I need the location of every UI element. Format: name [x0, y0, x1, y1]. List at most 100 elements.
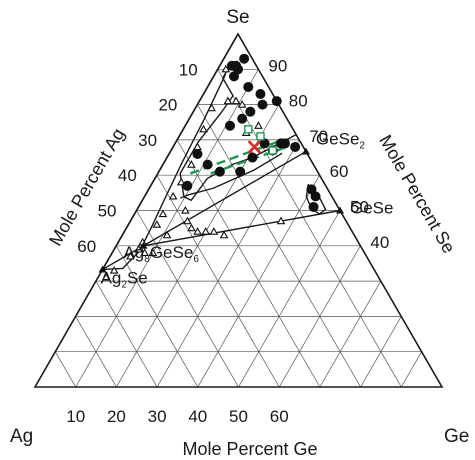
filled-circle-point: [279, 138, 290, 149]
open-triangle-point: [221, 64, 231, 73]
grid-line-ge: [400, 351, 422, 388]
filled-circle-point: [239, 53, 250, 64]
filled-circle-point: [259, 138, 270, 149]
compound-text: Ag: [101, 268, 122, 287]
open-triangle-point: [209, 227, 219, 235]
phase-boundary: [143, 209, 341, 247]
filled-circle-point: [224, 120, 235, 131]
axis-label-bottom: Mole Percent Ge: [182, 439, 317, 459]
open-triangle-point: [148, 248, 158, 256]
open-triangle-point: [158, 209, 168, 218]
filled-circle-point: [202, 159, 213, 170]
filled-circle-point: [228, 71, 239, 82]
open-triangle-point: [207, 103, 216, 112]
tick-label-ag: 20: [158, 96, 177, 115]
compound-label: GeSe: [350, 199, 393, 218]
open-triangle-point: [140, 248, 150, 256]
cross-stroke: [248, 140, 261, 154]
tick-label-ag: 60: [77, 237, 96, 256]
data-points: [101, 53, 321, 281]
tick-label-ag: 10: [179, 60, 198, 79]
grid-line-ag: [217, 69, 402, 388]
grid-line-ag: [95, 280, 158, 388]
tick-label-ag: 30: [138, 131, 157, 150]
tick-label-ge: 60: [270, 407, 289, 426]
grid-line-ge: [238, 210, 341, 388]
tick-label-se: 90: [268, 56, 287, 75]
compound-subscript: 2: [359, 141, 365, 152]
compound-marker: [336, 206, 344, 214]
compound-label: Ag8GeSe6: [123, 243, 199, 265]
open-triangle-point: [152, 220, 162, 228]
compound-marker: [301, 147, 310, 155]
filled-circle-point: [237, 113, 248, 124]
open-triangle-point: [199, 124, 208, 133]
filled-circle-point: [257, 99, 268, 110]
compound-subscript: 8: [144, 254, 150, 265]
open-triangle-point: [183, 216, 192, 225]
filled-circle-point: [290, 141, 301, 152]
tick-label-ge: 30: [148, 407, 167, 426]
phase-boundary: [179, 152, 283, 199]
grid-line-ge: [319, 280, 382, 388]
filled-circle-point: [310, 191, 321, 202]
open-triangle-point: [187, 223, 196, 232]
compound-marker: [139, 241, 148, 249]
tick-label-se: 70: [309, 127, 328, 146]
compound-text: GeSe: [350, 199, 393, 218]
open-triangle-point: [231, 96, 241, 105]
filled-circle-point: [255, 89, 266, 100]
open-triangle-point: [180, 205, 190, 214]
open-square-point: [244, 125, 253, 134]
filled-circle-point: [271, 96, 282, 107]
compound-text: GeSe: [316, 130, 359, 149]
tick-label-se: 80: [289, 92, 308, 111]
open-triangle-point: [276, 216, 286, 225]
grid-line-ag: [75, 316, 117, 388]
compound-text: Ag: [123, 243, 144, 262]
compound-text: GeSe: [150, 243, 193, 262]
tick-label-ge: 10: [66, 407, 85, 426]
tick-label-se: 40: [370, 233, 389, 252]
open-square-point: [268, 146, 277, 155]
tick-label-ag: 40: [118, 166, 137, 185]
tick-label-se: 60: [330, 162, 349, 181]
compound-text: Se: [127, 268, 148, 287]
open-triangle-point: [219, 230, 229, 239]
vertex-label-left: Ag: [10, 426, 33, 447]
open-triangle-point: [187, 160, 196, 168]
tick-label-ge: 20: [107, 407, 126, 426]
compound-marker: [98, 265, 107, 273]
tick-label-se: 50: [350, 198, 369, 217]
open-triangle-point: [193, 227, 202, 235]
compound-label: GeSe2: [316, 130, 365, 152]
filled-circle-point: [308, 201, 319, 212]
compound-subscript: 6: [193, 254, 199, 265]
vertex-label-right: Ge: [444, 426, 469, 447]
filled-circle-point: [192, 149, 203, 160]
grid-line-ge: [75, 69, 259, 388]
tick-label-ge: 40: [188, 407, 207, 426]
filled-circle-point: [245, 106, 256, 117]
tick-label-ge: 50: [229, 407, 248, 426]
compound-subscript: 2: [121, 279, 127, 290]
open-triangle-point: [134, 244, 143, 253]
open-triangle-point: [162, 230, 172, 239]
open-triangle-point: [126, 251, 135, 260]
filled-circle-point: [214, 166, 225, 177]
open-triangle-point: [201, 227, 211, 235]
vertex-label-top: Se: [226, 7, 249, 28]
open-triangle-point: [109, 266, 119, 274]
filled-circle-point: [247, 152, 258, 163]
grid-line-ag: [115, 245, 199, 388]
axis-label-left: Mole Percent Ag: [45, 125, 128, 249]
open-triangle-point: [176, 177, 186, 186]
filled-circle-point: [235, 166, 246, 177]
open-triangle-point: [223, 96, 233, 105]
open-triangle-point: [101, 273, 111, 281]
filled-circle-point: [243, 81, 254, 92]
grid-line-ge: [360, 316, 402, 388]
open-triangle-point: [254, 121, 263, 129]
grid-line-ge: [156, 139, 300, 388]
